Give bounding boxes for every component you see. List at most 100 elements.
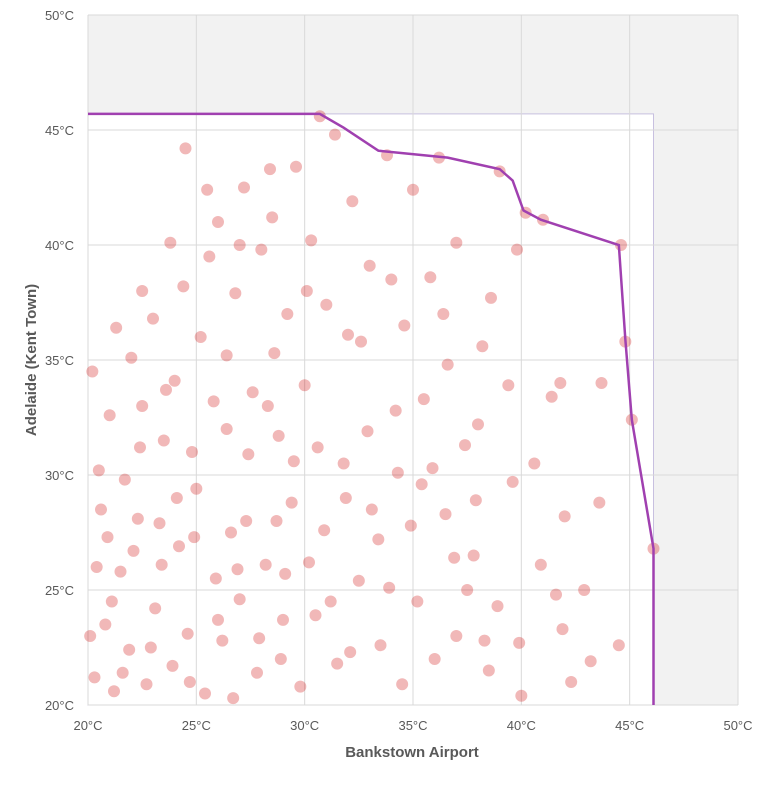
scatter-point: [238, 181, 250, 194]
scatter-point: [294, 680, 307, 693]
scatter-point: [450, 236, 463, 249]
scatter-point: [168, 374, 181, 387]
scatter-point: [558, 510, 571, 523]
scatter-point: [84, 630, 97, 642]
scatter-point: [372, 533, 385, 546]
y-tick-label: 20°C: [45, 698, 74, 713]
scatter-point: [441, 358, 454, 371]
scatter-point: [164, 236, 177, 249]
scatter-point: [259, 558, 272, 571]
scatter-point: [298, 379, 311, 392]
scatter-point: [303, 556, 315, 569]
scatter-point: [253, 632, 266, 645]
scatter-point: [92, 464, 105, 477]
scatter-point: [190, 482, 203, 495]
scatter-point: [513, 636, 526, 649]
scatter-point: [118, 473, 131, 486]
x-tick-label: 25°C: [182, 718, 211, 733]
scatter-point: [179, 142, 192, 155]
scatter-point: [352, 574, 365, 587]
scatter-point: [324, 595, 337, 608]
scatter-point: [227, 692, 240, 705]
scatter-point: [101, 531, 114, 544]
scatter-point: [140, 678, 153, 691]
scatter-point: [149, 602, 162, 615]
scatter-point: [201, 183, 214, 196]
scatter-point: [554, 377, 567, 389]
scatter-point: [515, 689, 528, 702]
scatter-point: [472, 418, 484, 431]
scatter-point: [266, 211, 279, 224]
envelope-line: [88, 112, 655, 705]
scatter-point: [467, 549, 480, 562]
scatter-point: [99, 618, 112, 631]
scatter-point: [363, 259, 376, 272]
scatter-point: [281, 308, 294, 320]
scatter-point: [534, 558, 547, 571]
scatter-point: [320, 298, 333, 311]
scatter-point: [103, 409, 116, 422]
scatter-point: [86, 365, 99, 378]
scatter-point: [279, 567, 292, 580]
scatter-point: [385, 273, 398, 286]
scatter-point: [485, 291, 497, 304]
scatter-point: [127, 544, 140, 557]
scatter-point: [337, 457, 350, 470]
scatter-point: [300, 285, 313, 297]
scatter-point: [391, 466, 404, 479]
scatter-point: [550, 588, 562, 601]
scatter-point: [251, 666, 263, 679]
x-tick-label: 30°C: [290, 718, 319, 733]
scatter-point: [166, 659, 179, 672]
scatter-point: [565, 676, 578, 688]
scatter-point: [270, 515, 283, 527]
scatter-point: [181, 627, 194, 640]
x-tick-label: 20°C: [73, 718, 102, 733]
scatter-point: [105, 595, 118, 608]
scatter-point: [225, 526, 237, 539]
scatter-point: [125, 351, 138, 364]
scatter-point: [108, 685, 120, 698]
scatter-point: [365, 503, 378, 516]
scatter-point: [88, 671, 101, 684]
scatter-point: [459, 439, 471, 452]
scatter-point: [290, 160, 302, 173]
scatter-point: [229, 287, 242, 300]
scatter-point: [428, 653, 441, 665]
y-tick-label: 35°C: [45, 353, 74, 368]
scatter-point: [407, 183, 419, 196]
scatter-point: [173, 540, 185, 553]
scatter-point: [415, 478, 428, 491]
scatter-point: [233, 239, 246, 251]
scatter-point: [220, 423, 233, 435]
scatter-point: [502, 379, 515, 392]
scatter-point: [411, 595, 424, 608]
scatter-point: [305, 234, 318, 247]
scatter-point: [344, 646, 357, 659]
scatter-point: [398, 319, 411, 332]
scatter-point: [331, 657, 344, 670]
envelope-bounding-box: [87, 113, 654, 706]
scatter-point: [361, 425, 374, 438]
scatter-point: [272, 429, 285, 442]
scatter-point: [183, 676, 196, 688]
scatter-point: [155, 558, 168, 571]
scatter-point: [595, 377, 608, 389]
scatter-point: [264, 163, 276, 176]
scatter-point: [448, 551, 461, 564]
scatter-point: [123, 643, 136, 656]
scatter-point: [506, 475, 519, 488]
scatter-point: [439, 508, 452, 521]
scatter-point: [417, 393, 430, 406]
scatter-point: [476, 340, 489, 353]
y-axis-ticks: 20°C 25°C 30°C 35°C 40°C 45°C 50°C: [45, 8, 74, 713]
scatter-point: [461, 584, 474, 596]
scatter-point: [478, 634, 491, 647]
scatter-point: [491, 600, 504, 613]
scatter-point: [287, 455, 300, 468]
scatter-point: [240, 515, 253, 527]
scatter-point: [482, 664, 495, 677]
scatter-point: [396, 678, 409, 691]
scatter-point: [261, 400, 274, 412]
